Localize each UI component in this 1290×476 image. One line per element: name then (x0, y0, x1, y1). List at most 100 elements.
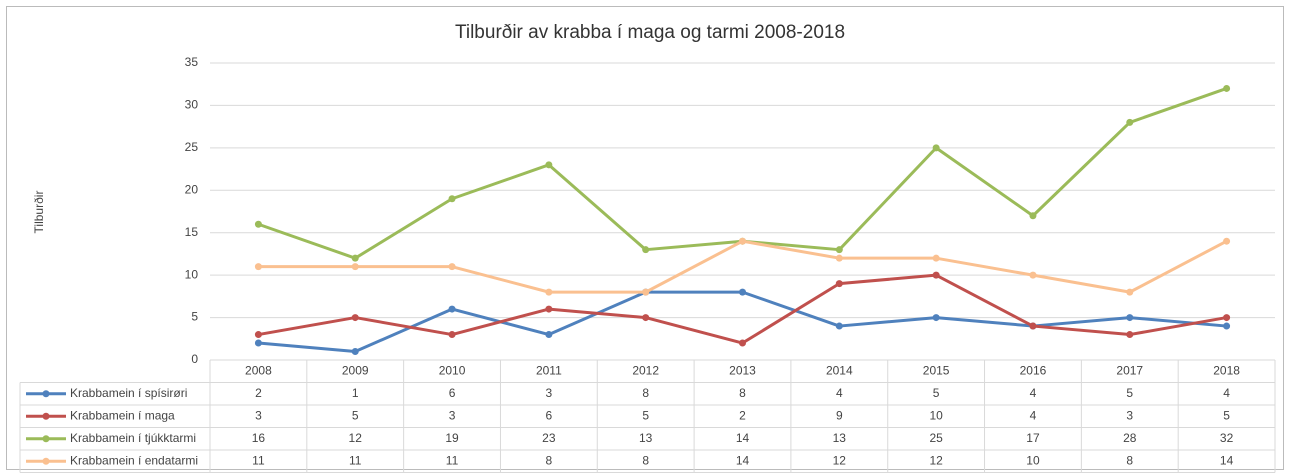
point (739, 237, 746, 245)
point (545, 305, 553, 313)
table-value: 11 (349, 453, 362, 467)
x-tick-label: 2012 (632, 363, 659, 377)
table-value: 17 (1026, 431, 1040, 445)
point (448, 263, 456, 271)
table-value: 5 (933, 386, 940, 400)
y-tick-label: 10 (185, 267, 199, 281)
table-value: 8 (642, 386, 649, 400)
point (448, 305, 456, 313)
table-value: 8 (546, 453, 553, 467)
point (351, 254, 359, 262)
x-tick-label: 2011 (536, 363, 562, 377)
table-value: 5 (1126, 386, 1133, 400)
table-value: 19 (445, 431, 459, 445)
table-value: 6 (449, 386, 456, 400)
point (932, 144, 940, 152)
legend-marker (42, 412, 50, 420)
table-value: 12 (833, 453, 847, 467)
x-tick-label: 2014 (826, 363, 853, 377)
table-value: 3 (255, 408, 262, 422)
point (254, 331, 262, 339)
legend-label: Krabbamein í endatarmi (70, 453, 198, 467)
point (351, 348, 359, 356)
point (448, 195, 456, 203)
table-value: 12 (929, 453, 943, 467)
table-value: 28 (1123, 431, 1137, 445)
point (545, 288, 553, 296)
x-tick-label: 2008 (245, 363, 272, 377)
point (1223, 237, 1231, 245)
table-value: 2 (739, 408, 746, 422)
point (1029, 271, 1037, 279)
point (642, 314, 650, 322)
table-value: 10 (929, 408, 943, 422)
point (545, 331, 553, 339)
legend-marker (42, 390, 50, 398)
point (835, 254, 843, 262)
table-value: 32 (1220, 431, 1234, 445)
x-tick-label: 2013 (729, 363, 756, 377)
table-value: 5 (1223, 408, 1230, 422)
point (1029, 322, 1037, 330)
table-value: 5 (642, 408, 649, 422)
point (1126, 288, 1134, 296)
point (351, 263, 359, 271)
table-value: 6 (546, 408, 553, 422)
point (545, 161, 553, 169)
table-value: 14 (1220, 453, 1234, 467)
table-value: 13 (639, 431, 653, 445)
legend-marker (42, 435, 50, 443)
table-value: 12 (349, 431, 363, 445)
table-value: 11 (446, 453, 459, 467)
table-value: 4 (836, 386, 843, 400)
table-value: 16 (252, 431, 266, 445)
table-value: 14 (736, 431, 750, 445)
legend-label: Krabbamein í spísirøri (70, 386, 187, 400)
table-value: 3 (1126, 408, 1133, 422)
point (254, 220, 262, 228)
table-value: 10 (1026, 453, 1040, 467)
table-value: 23 (542, 431, 556, 445)
point (642, 246, 650, 254)
table-value: 14 (736, 453, 750, 467)
table-value: 4 (1223, 386, 1230, 400)
table-value: 8 (1126, 453, 1133, 467)
y-tick-label: 25 (185, 140, 199, 154)
legend-label: Krabbamein í maga (70, 408, 175, 422)
x-tick-label: 2018 (1213, 363, 1240, 377)
point (351, 314, 359, 322)
table-value: 3 (546, 386, 553, 400)
y-axis-label: Tilburðir (32, 191, 46, 234)
point (254, 339, 262, 347)
point (835, 322, 843, 330)
point (835, 246, 843, 254)
table-value: 8 (642, 453, 649, 467)
point (739, 339, 746, 347)
point (739, 288, 746, 296)
table-value: 9 (836, 408, 843, 422)
point (932, 254, 940, 262)
y-tick-label: 20 (185, 182, 199, 196)
x-tick-label: 2016 (1020, 363, 1047, 377)
y-tick-label: 0 (191, 352, 198, 366)
point (932, 314, 940, 322)
table-value: 8 (739, 386, 746, 400)
chart-title: Tilburðir av krabba í maga og tarmi 2008… (455, 22, 845, 43)
table-value: 4 (1030, 408, 1037, 422)
chart-border (6, 6, 1284, 470)
point (835, 280, 843, 288)
table-value: 4 (1030, 386, 1037, 400)
table-value: 3 (449, 408, 456, 422)
legend-label: Krabbamein í tjúkktarmi (70, 431, 196, 445)
table-value: 11 (252, 453, 265, 467)
point (1029, 212, 1037, 220)
point (642, 288, 650, 296)
table-value: 13 (833, 431, 847, 445)
x-tick-label: 2015 (923, 363, 950, 377)
y-tick-label: 15 (185, 225, 199, 239)
point (1126, 331, 1134, 339)
y-tick-label: 30 (185, 98, 199, 112)
x-tick-label: 2010 (439, 363, 466, 377)
point (1126, 314, 1134, 322)
